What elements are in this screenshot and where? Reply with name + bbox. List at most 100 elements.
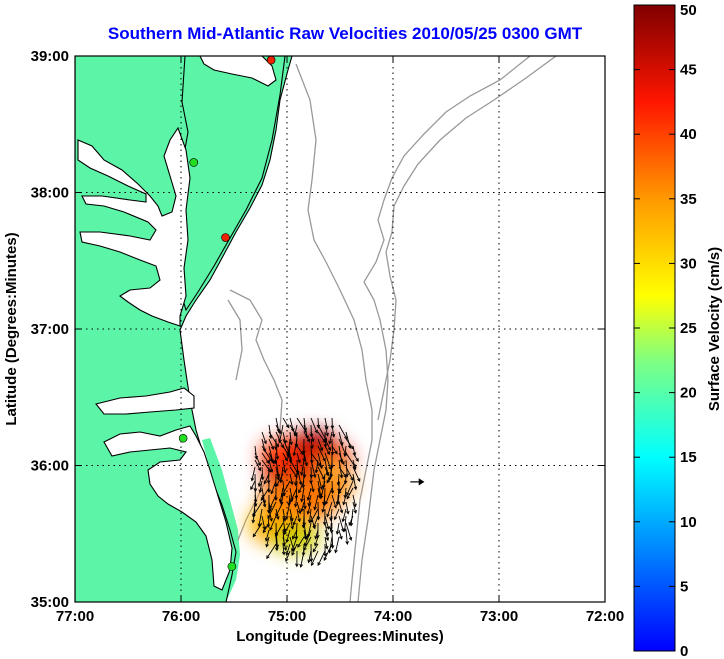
isobath-loop	[227, 299, 243, 381]
velocity-field	[248, 417, 361, 568]
velocity-vector-head	[282, 528, 287, 533]
velocity-vector	[275, 431, 284, 448]
velocity-vector-head	[297, 510, 302, 515]
velocity-vector	[338, 501, 343, 513]
velocity-vector	[317, 487, 321, 499]
velocity-vector-head	[297, 518, 301, 523]
velocity-vector	[302, 473, 305, 488]
velocity-vector	[291, 536, 298, 552]
velocity-vector	[326, 473, 333, 483]
velocity-vector-head	[339, 535, 343, 540]
velocity-vector-head	[289, 481, 294, 486]
velocity-vector	[345, 438, 354, 450]
velocity-vector-head	[285, 539, 290, 544]
velocity-vector-head	[274, 497, 278, 501]
velocity-vector	[294, 424, 298, 436]
velocity-vector-head	[275, 483, 279, 488]
velocity-vector-head	[319, 486, 323, 491]
radar-station-marker	[189, 158, 199, 167]
velocity-vector	[259, 480, 263, 493]
velocity-vector-head	[348, 521, 352, 526]
velocity-vector	[314, 529, 319, 539]
isobath-inner	[295, 63, 373, 602]
velocity-vector	[289, 487, 298, 503]
velocity-vector-head	[353, 503, 357, 508]
velocity-vector-head	[353, 509, 357, 514]
velocity-vector	[303, 494, 306, 509]
velocity-vector	[324, 529, 329, 541]
velocity-vector-head	[262, 526, 267, 531]
velocity-vector-head	[280, 444, 284, 449]
velocity-vector-head	[281, 551, 286, 556]
velocity-vector	[293, 515, 298, 526]
velocity-vector	[303, 424, 309, 439]
velocity-vector-head	[311, 438, 315, 443]
velocity-vector	[268, 459, 273, 473]
velocity-vector-head	[300, 471, 304, 476]
velocity-vector	[317, 466, 325, 480]
velocity-vector	[344, 515, 347, 532]
velocity-vector-head	[311, 488, 315, 493]
velocity-vector	[317, 473, 323, 490]
velocity-vector	[310, 431, 314, 442]
velocity-vector	[261, 487, 266, 504]
radar-station-marker	[227, 562, 237, 571]
velocity-vector	[345, 466, 354, 481]
velocity-vector	[345, 452, 356, 468]
velocity-vector-head	[348, 536, 353, 541]
velocity-vector-head	[262, 529, 267, 534]
colorbar-tick-label: 35	[680, 191, 697, 208]
velocity-vector	[314, 536, 319, 546]
velocity-vector-head	[297, 459, 301, 464]
velocity-vector-head	[263, 480, 268, 485]
velocity-vector-head	[316, 424, 321, 429]
velocity-vector	[296, 466, 302, 485]
velocity-vector	[261, 515, 266, 530]
velocity-vector	[295, 473, 298, 486]
velocity-vector	[296, 508, 301, 522]
velocity-vector	[331, 494, 337, 508]
y-tick-label: 36:00	[31, 458, 69, 475]
velocity-vector-head	[282, 542, 286, 547]
velocity-vector	[258, 508, 263, 527]
velocity-vector	[337, 494, 340, 505]
x-tick-label: 72:00	[586, 608, 624, 625]
velocity-vector	[346, 480, 354, 496]
velocity-vector-head	[339, 474, 344, 479]
velocity-vector	[289, 508, 293, 521]
velocity-vector-head	[299, 563, 303, 568]
velocity-vector	[288, 494, 291, 506]
velocity-vector	[343, 494, 347, 505]
colorbar-ticks: 0 5 10 15 20 25 30 35 40 45 50	[634, 2, 697, 659]
radar-station-marker	[221, 233, 230, 242]
velocity-vector	[287, 445, 291, 458]
velocity-vector-head	[353, 486, 358, 491]
velocity-vector-head	[343, 453, 347, 458]
velocity-vector-head	[276, 428, 281, 433]
velocity-vector-head	[333, 516, 338, 521]
velocity-vector	[317, 431, 326, 443]
velocity-vector	[352, 501, 357, 514]
velocity-vector	[324, 466, 329, 476]
velocity-vector-head	[353, 466, 357, 471]
velocity-vector	[282, 536, 287, 551]
velocity-vector-head	[303, 505, 307, 510]
velocity-vector	[310, 452, 321, 466]
velocity-vector-head	[285, 515, 289, 520]
velocity-vector	[352, 473, 357, 490]
velocity-vector-head	[300, 508, 304, 513]
velocity-vector	[289, 431, 292, 445]
colorbar-scale	[633, 4, 676, 652]
velocity-vector-head	[286, 454, 291, 459]
colorbar: 0 5 10 15 20 25 30 35 40 45 50 Surface Velocity (c…	[633, 2, 723, 659]
velocity-vector-head	[321, 508, 325, 513]
velocity-vector-head	[291, 552, 295, 556]
velocity-vector	[323, 494, 326, 505]
velocity-vector	[291, 543, 298, 556]
velocity-vector-head	[345, 510, 350, 515]
velocity-vector	[338, 452, 345, 465]
velocity-vector	[266, 536, 270, 547]
velocity-vector	[338, 466, 347, 478]
velocity-vector	[275, 445, 279, 460]
